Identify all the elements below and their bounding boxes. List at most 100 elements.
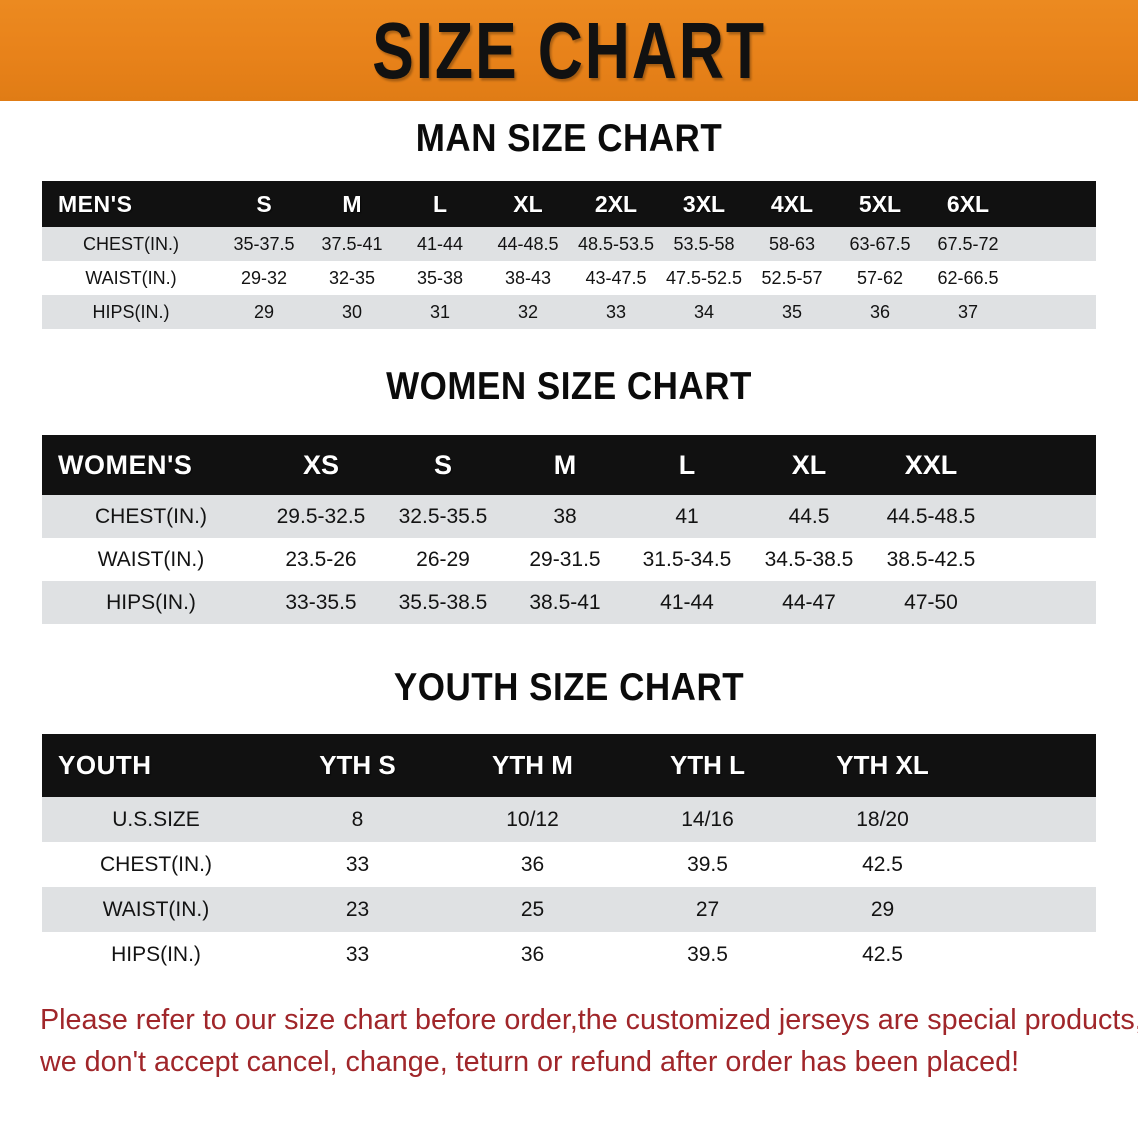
youth-row-label: CHEST(IN.): [100, 852, 212, 876]
men-row-label: WAIST(IN.): [85, 267, 177, 288]
men-measure-cell: 43-47.5: [585, 267, 647, 288]
women-measure-cell: 23.5-26: [285, 547, 357, 571]
women-measure-cell: 29-31.5: [529, 547, 601, 571]
men-size-header: 4XL: [770, 190, 814, 217]
women-size-table: WOMEN'S XS S M L XL XXL CHEST(IN.) 29.5-32.5 32.5…: [42, 435, 1096, 624]
women-size-header: XXL: [904, 449, 958, 480]
men-measure-cell: 37: [957, 301, 979, 322]
men-measure-cell: 33: [605, 301, 627, 322]
men-measure-cell: 36: [869, 301, 891, 322]
women-size-header: L: [678, 449, 696, 480]
men-measure-cell: 30: [341, 301, 363, 322]
women-size-header: M: [553, 449, 577, 480]
youth-row-label: U.S.SIZE: [112, 807, 200, 831]
men-size-header: 6XL: [946, 190, 990, 217]
youth-measure-cell: 42.5: [862, 852, 903, 876]
youth-header-label: YOUTH: [58, 750, 152, 780]
order-notice-line-1: Please refer to our size chart before or…: [40, 1004, 1138, 1036]
women-row-label: CHEST(IN.): [95, 504, 207, 528]
women-measure-cell: 44.5-48.5: [886, 504, 976, 528]
youth-measure-cell: 36: [520, 942, 545, 966]
men-header-label: MEN'S: [58, 190, 133, 217]
women-measure-cell: 47-50: [904, 590, 958, 614]
table-row: CHEST(IN.) 35-37.5 37.5-41 41-44 44-48.5 48.5…: [42, 227, 1096, 261]
men-measure-cell: 57-62: [856, 267, 904, 288]
youth-measure-cell: 8: [351, 807, 364, 831]
youth-measure-cell: 27: [695, 897, 720, 921]
women-measure-cell: 38.5-41: [529, 590, 601, 614]
men-header-spacer: [1012, 181, 1096, 227]
man-size-table: MEN'S S M L XL 2XL 3XL 4XL 5XL 6XL CHEST(IN.) 35-37…: [42, 181, 1096, 329]
women-header-row: WOMEN'S XS S M L XL XXL: [42, 435, 1096, 495]
men-measure-cell: 35: [781, 301, 803, 322]
men-row-spacer: [1012, 227, 1096, 261]
women-measure-cell: 32.5-35.5: [398, 504, 488, 528]
table-row: HIPS(IN.) 33 36 39.5 42.5: [42, 932, 1096, 977]
women-measure-cell: 29.5-32.5: [276, 504, 366, 528]
women-header-spacer: [992, 435, 1096, 495]
men-size-header: XL: [513, 190, 543, 217]
men-size-header: 3XL: [682, 190, 726, 217]
men-row-label: HIPS(IN.): [92, 301, 170, 322]
youth-measure-cell: 10/12: [506, 807, 559, 831]
men-row-spacer: [1012, 295, 1096, 329]
page-banner: SIZE CHART: [0, 0, 1138, 101]
youth-row-spacer: [970, 932, 1096, 977]
women-measure-cell: 26-29: [416, 547, 470, 571]
table-row: U.S.SIZE 8 10/12 14/16 18/20: [42, 797, 1096, 842]
women-measure-cell: 34.5-38.5: [764, 547, 854, 571]
order-notice-line-2: we don't accept cancel, change, teturn o…: [40, 1046, 1020, 1079]
women-section-title: WOMEN SIZE CHART: [386, 365, 752, 408]
youth-row-spacer: [970, 842, 1096, 887]
youth-measure-cell: 25: [520, 897, 545, 921]
men-measure-cell: 41-44: [416, 233, 464, 254]
men-row-label: CHEST(IN.): [83, 233, 179, 254]
youth-measure-cell: 14/16: [681, 807, 734, 831]
women-size-header: XS: [302, 449, 340, 480]
women-header-label: WOMEN'S: [58, 449, 193, 480]
women-measure-cell: 38: [553, 504, 577, 528]
women-measure-cell: 41-44: [660, 590, 714, 614]
youth-size-header: YTH S: [319, 750, 396, 780]
men-size-header: L: [432, 190, 448, 217]
men-measure-cell: 29-32: [240, 267, 288, 288]
youth-header-spacer: [970, 734, 1096, 797]
men-row-spacer: [1012, 261, 1096, 295]
youth-measure-cell: 18/20: [856, 807, 909, 831]
youth-row-spacer: [970, 797, 1096, 842]
men-size-header: S: [256, 190, 272, 217]
women-row-label: HIPS(IN.): [106, 590, 196, 614]
order-notice: Please refer to our size chart before or…: [40, 999, 1138, 1083]
women-measure-cell: 44-47: [782, 590, 836, 614]
women-measure-cell: 38.5-42.5: [886, 547, 976, 571]
table-row: CHEST(IN.) 33 36 39.5 42.5: [42, 842, 1096, 887]
women-row-spacer: [992, 538, 1096, 581]
youth-measure-cell: 39.5: [687, 942, 728, 966]
men-measure-cell: 44-48.5: [497, 233, 559, 254]
men-measure-cell: 53.5-58: [673, 233, 735, 254]
men-measure-cell: 67.5-72: [937, 233, 999, 254]
women-measure-cell: 44.5: [788, 504, 830, 528]
table-row: HIPS(IN.) 29 30 31 32 33 34 35 36 37: [42, 295, 1096, 329]
women-measure-cell: 41: [675, 504, 699, 528]
table-row: CHEST(IN.) 29.5-32.5 32.5-35.5 38 41 44.5 44.5…: [42, 495, 1096, 538]
youth-size-header: YTH M: [492, 750, 573, 780]
men-measure-cell: 29: [253, 301, 275, 322]
men-header-row: MEN'S S M L XL 2XL 3XL 4XL 5XL 6XL: [42, 181, 1096, 227]
youth-measure-cell: 33: [345, 942, 370, 966]
women-row-label: WAIST(IN.): [97, 547, 205, 571]
men-measure-cell: 52.5-57: [761, 267, 823, 288]
table-row: WAIST(IN.) 23.5-26 26-29 29-31.5 31.5-34.5 34…: [42, 538, 1096, 581]
men-measure-cell: 63-67.5: [849, 233, 911, 254]
youth-size-table: YOUTH YTH S YTH M YTH L YTH XL U.S.SIZE 8 10/12…: [42, 734, 1096, 977]
women-measure-cell: 33-35.5: [285, 590, 357, 614]
men-size-header: M: [342, 190, 362, 217]
women-size-header: S: [433, 449, 452, 480]
men-measure-cell: 62-66.5: [937, 267, 999, 288]
men-measure-cell: 34: [693, 301, 715, 322]
youth-size-header: YTH XL: [836, 750, 929, 780]
men-size-header: 5XL: [858, 190, 902, 217]
youth-measure-cell: 29: [870, 897, 895, 921]
youth-measure-cell: 36: [520, 852, 545, 876]
youth-row-label: WAIST(IN.): [102, 897, 210, 921]
